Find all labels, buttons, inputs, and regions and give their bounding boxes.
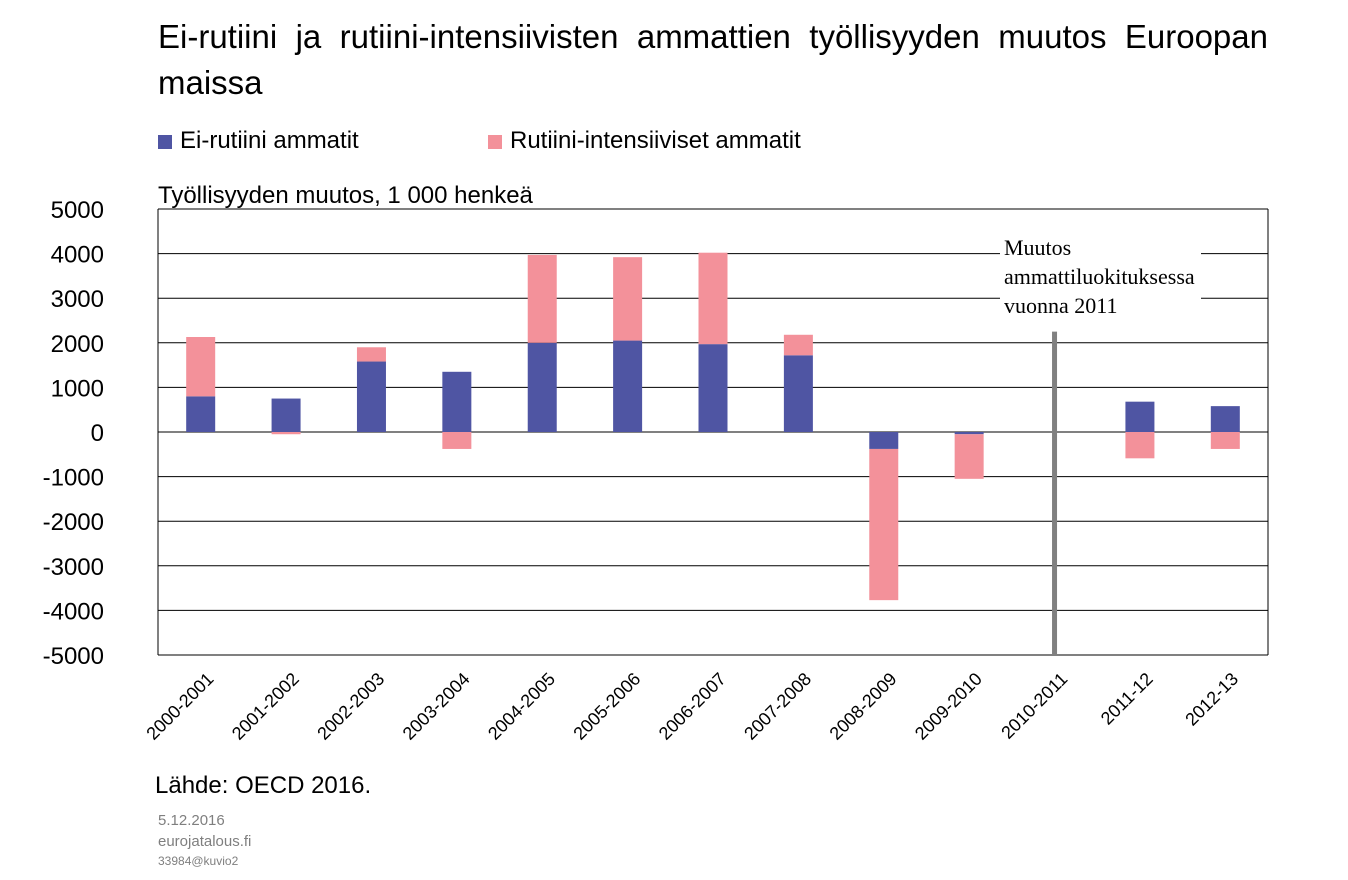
bar-ei-rutiini [613,340,643,432]
y-tick-label: 5000 [51,197,104,224]
x-tick-label: 2003-2004 [399,669,474,744]
y-tick-label: -2000 [43,509,104,536]
x-tick-label: 2006-2007 [655,669,730,744]
x-tick-label: 2008-2009 [826,669,901,744]
x-tick-label: 2007-2008 [740,669,815,744]
y-tick-label: 4000 [51,242,104,269]
x-tick-label: 2009-2010 [911,669,986,744]
x-tick-label: 2010-2011 [997,669,1071,743]
y-tick-label: 2000 [51,331,104,358]
x-tick-label: 2004-2005 [484,669,559,744]
legend-swatch-rutiini [488,135,502,149]
bar-ei-rutiini [698,344,728,432]
legend-label-ei-rutiini: Ei-rutiini ammatit [180,127,359,154]
bar-rutiini [613,257,643,341]
y-tick-label: -1000 [43,465,104,492]
annotation-box: Muutos ammattiluokituksessa vuonna 2011 [1000,233,1201,324]
annotation-line-3: vuonna 2011 [1004,293,1118,318]
chart-title: Ei-rutiini ja rutiini-intensiivisten amm… [158,18,1268,101]
y-tick-label: -5000 [43,643,104,670]
bar-ei-rutiini [783,355,813,432]
footer-date: 5.12.2016 [158,812,225,829]
footer-code: 33984@kuvio2 [158,854,239,868]
bar-rutiini [698,252,728,345]
x-tick-label: 2002-2003 [313,669,388,744]
bar-rutiini [783,334,813,356]
y-tick-label: -4000 [43,598,104,625]
bar-ei-rutiini [356,361,386,432]
y-axis-label: Työllisyyden muutos, 1 000 henkeä [158,182,533,209]
bar-ei-rutiini [527,342,557,432]
bar-ei-rutiini [869,432,899,449]
x-tick-label: 2011-12 [1097,669,1157,729]
x-tick-label: 2005-2006 [569,669,644,744]
bar-ei-rutiini [1125,401,1155,432]
bar-ei-rutiini [442,371,472,432]
bar-rutiini [527,254,557,343]
bar-rutiini [869,448,899,601]
x-tick-label: 2001-2002 [228,669,303,744]
x-tick-label: 2000-2001 [143,669,218,744]
bar-rutiini [442,432,472,449]
x-tick-label: 2012-13 [1181,669,1242,730]
bar-ei-rutiini [954,432,984,435]
bar-rutiini [186,337,216,397]
bar-ei-rutiini [186,396,216,432]
bar-rutiini [1210,432,1240,449]
source-note: Lähde: OECD 2016. [155,772,372,799]
legend-swatch-ei-rutiini [158,135,172,149]
bar-ei-rutiini [1210,406,1240,432]
bar-rutiini [954,434,984,479]
bar-rutiini [356,347,386,362]
y-tick-label: -3000 [43,554,104,581]
annotation-line-2: ammattiluokituksessa [1004,264,1195,289]
bar-rutiini [1125,432,1155,459]
legend-label-rutiini: Rutiini-intensiiviset ammatit [510,127,801,154]
bar-ei-rutiini [271,398,301,432]
bar-rutiini [271,432,301,435]
y-tick-label: 1000 [51,375,104,402]
y-tick-label: 0 [91,420,104,447]
annotation-line-1: Muutos [1004,235,1072,260]
footer-site: eurojatalous.fi [158,833,252,850]
y-tick-label: 3000 [51,286,104,313]
